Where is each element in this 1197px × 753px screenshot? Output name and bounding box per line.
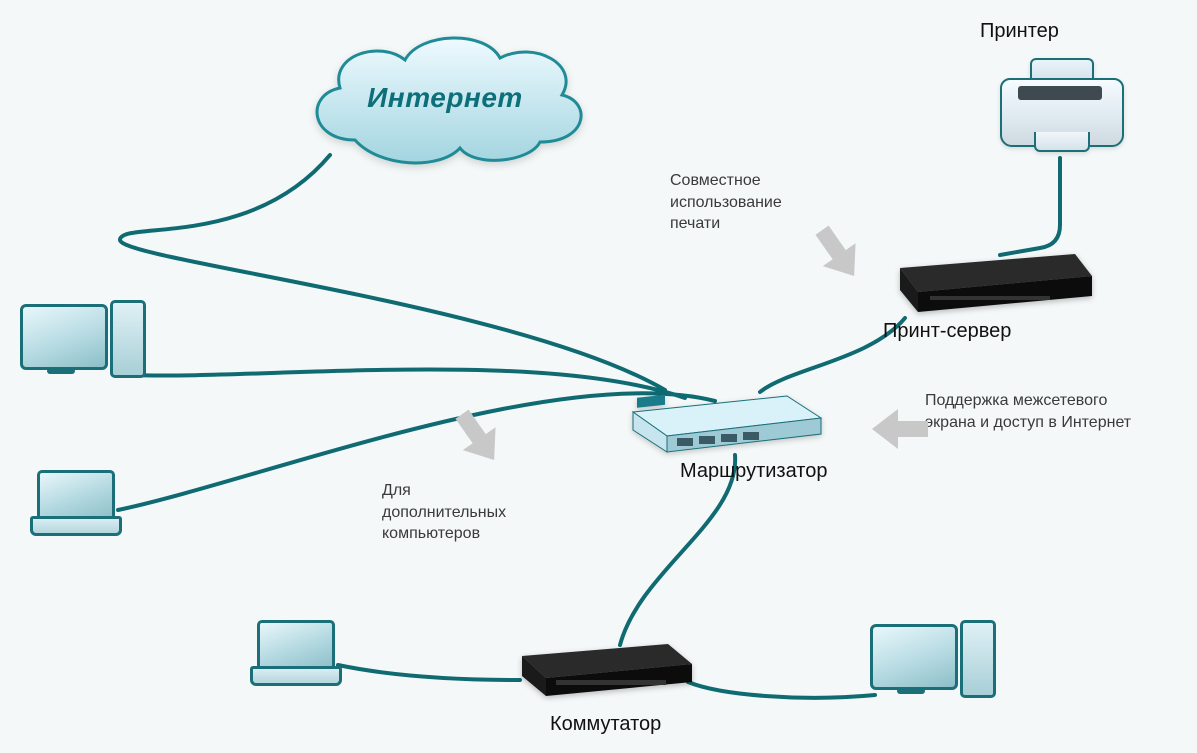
- printer-icon: [990, 50, 1130, 160]
- switch-title: Коммутатор: [550, 713, 661, 736]
- wire-printer-print_server: [1000, 158, 1060, 255]
- arrow-to-print-server: [800, 218, 872, 292]
- wire-cloud-router: [120, 155, 665, 390]
- laptop-icon: [250, 620, 336, 684]
- desktop-pc-icon: [870, 620, 994, 698]
- arrow-to-router: [872, 402, 928, 451]
- print-server-title: Принт-сервер: [883, 320, 1011, 343]
- print-server-icon: [870, 250, 1095, 325]
- arrow-to-switch: [440, 402, 512, 476]
- desktop-pc-icon: [20, 300, 144, 378]
- laptop-icon: [30, 470, 116, 534]
- switch-icon: [500, 640, 695, 707]
- annotation-firewall: Поддержка межсетевого экрана и доступ в …: [925, 390, 1131, 433]
- printer-title: Принтер: [980, 20, 1059, 43]
- annotation-extra-computers: Для дополнительных компьютеров: [382, 480, 506, 545]
- router-icon: [615, 390, 825, 465]
- router-title: Маршрутизатор: [680, 460, 827, 483]
- wire-router-switch: [620, 455, 735, 645]
- internet-cloud-label: Интернет: [300, 82, 590, 114]
- annotation-shared-printing: Совместное использование печати: [670, 170, 782, 235]
- internet-cloud: Интернет: [300, 30, 590, 170]
- wire-pc_br-switch: [688, 682, 875, 698]
- wire-pc_top_left-router: [130, 369, 685, 398]
- wire-laptop_bl-switch: [338, 665, 520, 680]
